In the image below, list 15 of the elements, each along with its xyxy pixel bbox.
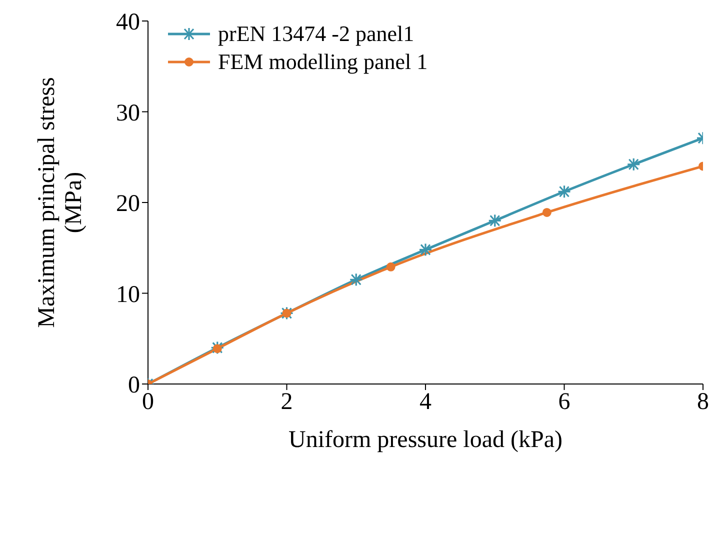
x-tick-label: 2	[280, 389, 293, 416]
x-tick-label: 8	[697, 389, 709, 416]
y-tick-label: 10	[116, 282, 140, 308]
y-tick-label: 0	[128, 372, 140, 399]
point	[542, 208, 552, 217]
y-axis-title: Maximum principal stress (MPa)	[34, 77, 87, 328]
y-tick-label: 40	[116, 10, 140, 36]
x-axis-title: Uniform pressure load (kPa)	[288, 427, 562, 453]
x-tick-label: 4	[420, 389, 432, 416]
y-tick-label: 20	[116, 191, 140, 218]
legend-label: prEN 13474 -2 panel1	[218, 20, 414, 48]
x-tick-label: 6	[558, 389, 570, 416]
legend-label: FEM modelling panel 1	[218, 48, 428, 76]
y-tick-label: 30	[116, 100, 140, 126]
point	[386, 262, 396, 272]
